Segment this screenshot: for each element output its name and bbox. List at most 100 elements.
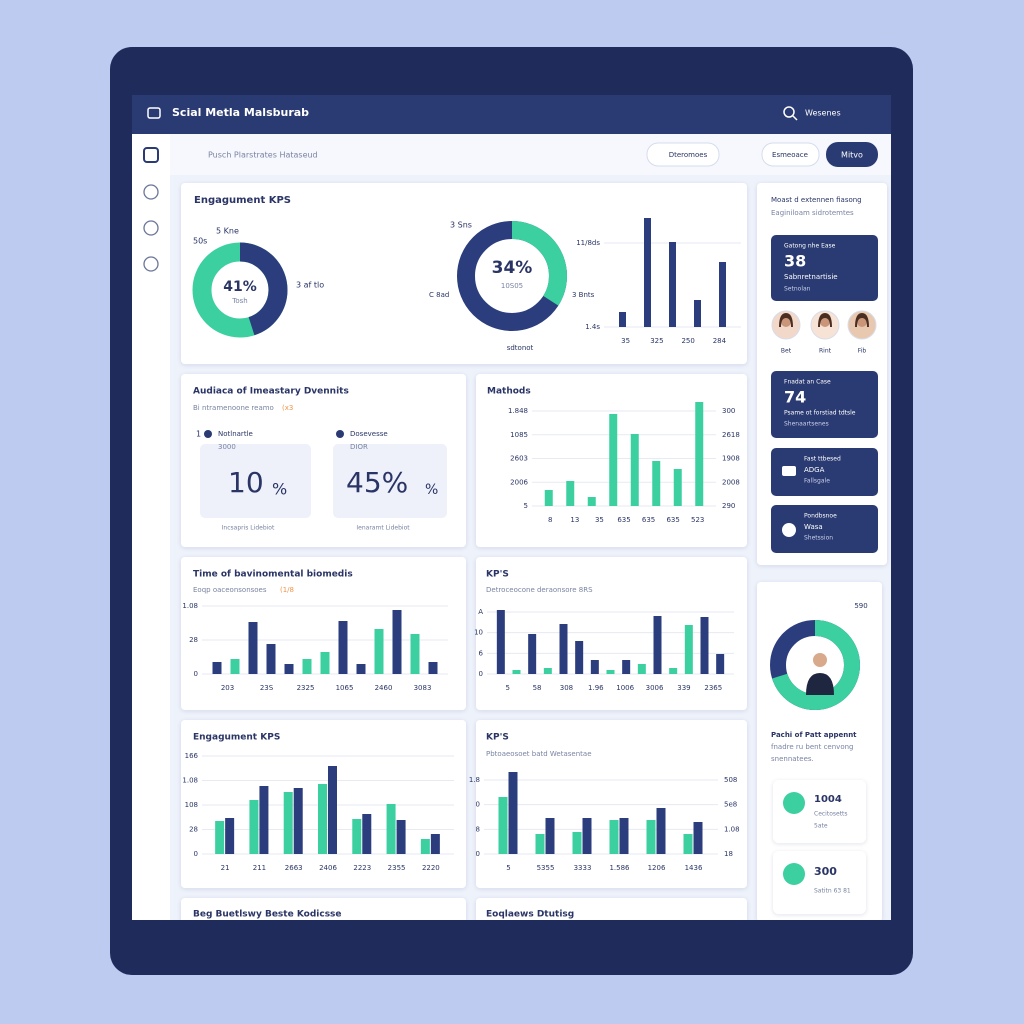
icon xyxy=(336,430,344,438)
metric-value: 45% xyxy=(346,466,408,499)
bar xyxy=(396,820,406,854)
bar xyxy=(693,822,703,854)
x-tick-label: 2460 xyxy=(375,684,393,692)
x-tick-label: 2663 xyxy=(285,864,303,872)
item-sub: 3000 xyxy=(218,443,236,451)
bar xyxy=(320,652,330,674)
donut-note: 5 Kne xyxy=(216,227,239,236)
donut-note: C 8ad xyxy=(429,291,449,299)
y-tick-label: 18 xyxy=(724,850,733,858)
bar xyxy=(293,788,303,854)
nav-icon[interactable] xyxy=(143,184,159,200)
x-tick-label: 5355 xyxy=(537,864,555,872)
item-footer: Ienaramt Lidebiot xyxy=(356,525,410,532)
donut-note: 3 af tlo xyxy=(296,281,324,290)
button[interactable] xyxy=(761,142,820,167)
small-value: ADGA xyxy=(804,466,825,474)
button-label: Mitvo xyxy=(841,151,863,160)
card-title: Engagument KPS xyxy=(193,733,280,743)
bar xyxy=(694,300,701,327)
card-title: Audiaca of Imeastary Dvennits xyxy=(193,387,349,397)
x-tick-label: 2325 xyxy=(297,684,315,692)
x-tick-label: 58 xyxy=(533,684,542,692)
item-sub: DIOR xyxy=(350,443,368,451)
bar xyxy=(609,820,619,854)
y-tick-label: 1908 xyxy=(722,455,740,463)
bar xyxy=(528,634,537,674)
x-tick-label: 2406 xyxy=(319,864,337,872)
bar xyxy=(508,772,518,854)
card-title: KP'S xyxy=(486,570,509,580)
x-tick-label: 23S xyxy=(260,684,274,692)
bar xyxy=(619,312,626,327)
nav-icon[interactable] xyxy=(143,147,159,163)
bar xyxy=(284,664,294,674)
x-tick-label: 635 xyxy=(617,516,630,524)
bar xyxy=(669,668,678,674)
card-note: (x3 xyxy=(282,404,293,412)
stat-line: Setnolan xyxy=(784,286,811,293)
metric-value: 10 xyxy=(228,466,264,499)
bar xyxy=(695,402,704,506)
y-tick-label: 2008 xyxy=(722,478,740,486)
nav-icon[interactable] xyxy=(143,256,159,272)
stat-label: Gatong nhe Ease xyxy=(784,243,836,250)
donut-segment xyxy=(192,242,288,338)
x-tick-label: 8 xyxy=(548,516,552,524)
card-title: Beg Buetlswy Beste Kodicsse xyxy=(193,910,342,920)
avatar-hair xyxy=(779,313,793,327)
nav-icon[interactable] xyxy=(143,220,159,236)
bar xyxy=(606,670,615,674)
bar xyxy=(430,834,440,854)
bar xyxy=(590,660,599,674)
x-tick-label: 35 xyxy=(595,516,604,524)
button-label[interactable]: Dteromoes xyxy=(669,151,708,159)
bar xyxy=(609,414,618,506)
bar xyxy=(428,662,438,674)
y-tick-label: 0 xyxy=(194,850,198,858)
sidebar xyxy=(132,134,170,920)
stat-label: Fnadat an Case xyxy=(784,379,831,386)
bar xyxy=(498,797,508,854)
x-tick-label: 1436 xyxy=(685,864,703,872)
card-title: Time of bavinomental biomedis xyxy=(193,570,353,580)
search-label: Wesenes xyxy=(805,109,841,118)
y-tick-label: 300 xyxy=(722,407,735,415)
y-tick-label: 5 xyxy=(524,502,528,510)
bar xyxy=(716,654,725,674)
x-tick-label: 35 xyxy=(621,337,630,345)
search-icon xyxy=(792,115,798,121)
avatar-body xyxy=(806,673,834,695)
bar xyxy=(356,664,366,674)
small-value: Wasa xyxy=(804,523,823,531)
avatar-face xyxy=(857,317,867,327)
tile-line: 5ate xyxy=(814,823,828,830)
y-tick-label: 11/8ds xyxy=(576,239,600,247)
bar xyxy=(230,659,240,674)
bar xyxy=(719,262,726,327)
y-tick-label: 1.08 xyxy=(182,777,198,785)
bar xyxy=(587,497,596,506)
y-tick-label: 108 xyxy=(185,801,198,809)
search-icon[interactable] xyxy=(783,106,795,118)
metric-unit: % xyxy=(272,480,287,499)
stat-card xyxy=(771,371,878,438)
item-label: Dosevesse xyxy=(350,430,388,438)
donut-note: 3 Sns xyxy=(450,221,472,230)
x-tick-label: 250 xyxy=(681,337,694,345)
y-tick-label: 28 xyxy=(189,636,198,644)
bar xyxy=(386,804,396,854)
bar xyxy=(248,622,258,674)
x-tick-label: 308 xyxy=(560,684,573,692)
badge: 590 xyxy=(854,602,867,610)
stat-card xyxy=(771,235,878,301)
item-label: Notlnartle xyxy=(218,430,253,438)
button[interactable] xyxy=(646,142,720,167)
button[interactable] xyxy=(826,142,878,167)
x-tick-label: 2223 xyxy=(353,864,371,872)
donut-note: sdtonot xyxy=(507,344,534,352)
stat-line: Shenaartsenes xyxy=(784,421,829,428)
x-tick-label: 325 xyxy=(650,337,663,345)
avatar-hair xyxy=(855,313,869,327)
